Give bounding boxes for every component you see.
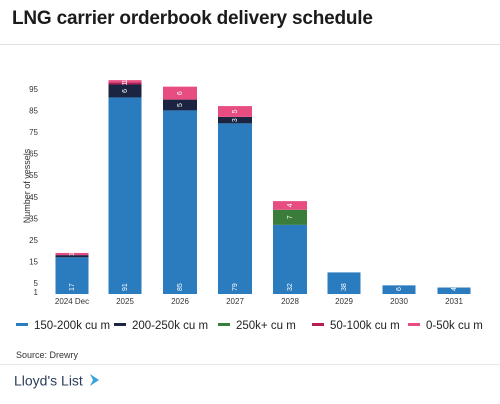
value-label: 1 — [69, 252, 76, 256]
brand-logo: Lloyd's List — [14, 371, 101, 393]
y-tick-label: 45 — [29, 193, 38, 202]
legend-item: 200-250k cu m — [114, 318, 208, 334]
value-label: 6 — [396, 287, 403, 291]
bar-2025-150-200k-cu-m — [108, 97, 142, 294]
y-tick-label: 5 — [34, 279, 39, 288]
y-tick-label: 75 — [29, 128, 38, 137]
legend-item: 0-50k cu m — [408, 318, 483, 334]
bar-2025-50-100k-cu-m — [108, 82, 142, 85]
bar-2027-200-250k-cu-m — [218, 116, 252, 124]
bar-2024-dec-150-200k-cu-m — [55, 257, 89, 294]
title-divider — [0, 44, 500, 45]
source-note: Source: Drewry — [16, 350, 79, 360]
y-tick-label: 35 — [29, 214, 38, 223]
footer-divider — [0, 364, 500, 365]
bar-2025-200-250k-cu-m — [108, 84, 142, 98]
brand-arrow-icon — [89, 374, 99, 387]
legend-item: 150-200k cu m — [16, 318, 110, 334]
bar-2028-250k-cu-m — [273, 209, 307, 225]
y-tick-label: 1 — [34, 288, 39, 297]
value-label: 32 — [287, 283, 294, 291]
bar-2027-150-200k-cu-m — [218, 123, 252, 294]
value-label: 79 — [232, 283, 239, 291]
value-label: 6 — [177, 91, 184, 95]
value-label: 4 — [287, 203, 294, 207]
y-tick-label: 65 — [29, 150, 38, 159]
value-label: 5 — [177, 103, 184, 107]
bar-2027-0-50k-cu-m — [218, 106, 252, 117]
brand-name: Lloyd's List — [14, 372, 83, 389]
legend-swatch — [312, 323, 324, 327]
legend-swatch — [408, 323, 420, 327]
legend-label: 250k+ cu m — [236, 320, 296, 332]
legend-swatch — [16, 323, 28, 327]
value-label: 1 — [122, 81, 129, 85]
y-tick-label: 15 — [29, 258, 38, 267]
value-label: 1 — [122, 79, 129, 83]
value-label: 38 — [341, 283, 348, 291]
x-tick-label: 2028 — [281, 297, 299, 306]
x-tick-label: 2031 — [445, 297, 463, 306]
y-tick-label: 95 — [29, 85, 38, 94]
legend-item: 250k+ cu m — [218, 318, 296, 334]
legend-swatch — [114, 323, 126, 327]
legend-label: 0-50k cu m — [426, 320, 483, 332]
value-label: 7 — [287, 215, 294, 219]
bar-2029-150-200k-cu-m — [327, 272, 361, 294]
value-label: 5 — [232, 109, 239, 113]
bar-2026-150-200k-cu-m — [163, 110, 197, 295]
value-label: 6 — [122, 89, 129, 93]
value-label: 17 — [69, 283, 76, 291]
bar-2024-dec-0-50k-cu-m — [55, 252, 89, 256]
legend-label: 150-200k cu m — [34, 320, 111, 332]
x-tick-label: 2029 — [335, 297, 353, 306]
legend-label: 200-250k cu m — [132, 320, 209, 332]
chart-title: LNG carrier orderbook delivery schedule — [12, 8, 373, 29]
chart-legend: 150-200k cu m 200-250k cu m 250k+ cu m 50-1… — [16, 318, 496, 334]
bar-2024-dec-200-250k-cu-m — [55, 255, 89, 258]
bar-2028-0-50k-cu-m — [273, 201, 307, 210]
bar-2026-200-250k-cu-m — [163, 99, 197, 111]
legend-swatch — [218, 323, 230, 327]
legend-item: 50-100k cu m — [312, 318, 400, 334]
y-tick-label: 85 — [29, 106, 38, 115]
y-tick-label: 55 — [29, 171, 38, 180]
y-axis-title: Number of vessels — [22, 148, 32, 223]
bar-2025-0-50k-cu-m — [108, 80, 142, 83]
x-tick-label: 2025 — [116, 297, 134, 306]
x-tick-label: 2026 — [171, 297, 189, 306]
value-label: 91 — [122, 283, 129, 291]
x-tick-label: 2024 Dec — [55, 297, 89, 306]
bar-2026-0-50k-cu-m — [163, 86, 197, 100]
y-tick-label: 25 — [29, 236, 38, 245]
legend-label: 50-100k cu m — [330, 320, 400, 332]
x-tick-label: 2027 — [226, 297, 244, 306]
bar-2031-150-200k-cu-m — [437, 287, 471, 294]
bar-2030-150-200k-cu-m — [382, 285, 416, 294]
bar-2028-150-200k-cu-m — [273, 224, 307, 294]
value-label: 3 — [232, 118, 239, 122]
value-label: 4 — [451, 287, 458, 291]
x-tick-label: 2030 — [390, 297, 408, 306]
value-label: 85 — [177, 283, 184, 291]
